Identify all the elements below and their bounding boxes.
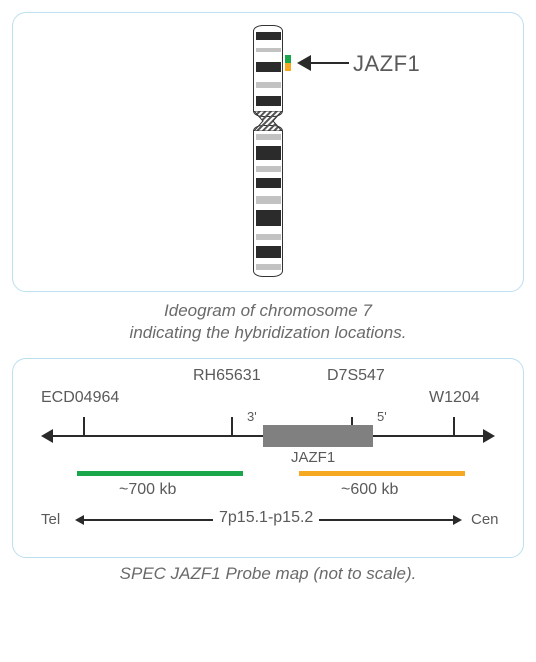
band	[256, 246, 281, 258]
ideogram-caption: Ideogram of chromosome 7 indicating the …	[12, 300, 524, 344]
tick-m4	[453, 417, 455, 435]
band	[256, 82, 281, 88]
caption-line1: Ideogram of chromosome 7	[164, 301, 372, 320]
band	[256, 210, 281, 226]
centromere	[253, 111, 283, 131]
band	[256, 146, 281, 160]
arrow-line	[309, 62, 349, 64]
band	[256, 264, 281, 270]
gene-name-under: JAZF1	[291, 449, 335, 466]
band	[256, 178, 281, 188]
prime-3: 3'	[247, 409, 257, 424]
band	[256, 196, 281, 204]
tick-m2	[231, 417, 233, 435]
probe-map-panel: ECD04964 RH65631 D7S547 W1204 3' 5' JAZF1 ~700 …	[12, 358, 524, 558]
tick-m1	[83, 417, 85, 435]
marker-ecd: ECD04964	[41, 389, 119, 407]
probe-orange-size: ~600 kb	[341, 481, 398, 499]
q-arm	[253, 125, 283, 277]
marker-d7s: D7S547	[327, 367, 385, 385]
prime-5: 5'	[377, 409, 387, 424]
locus-label: 7p15.1-p15.2	[213, 509, 319, 527]
cen-label: Cen	[471, 511, 499, 528]
cen-arrow-icon	[453, 515, 462, 525]
marker-rh: RH65631	[193, 367, 261, 385]
probe-map-caption: SPEC JAZF1 Probe map (not to scale).	[12, 564, 524, 584]
probe-orange-bar	[299, 471, 465, 476]
band	[256, 32, 281, 40]
band	[256, 48, 281, 52]
probe-green-bar	[77, 471, 243, 476]
gene-box	[263, 425, 373, 447]
caption-line2: indicating the hybridization locations.	[130, 323, 407, 342]
band	[256, 62, 281, 72]
tel-arrow-icon	[75, 515, 84, 525]
gene-label-top: JAZF1	[353, 51, 420, 77]
probe-orange-mark	[285, 63, 291, 71]
axis-arrow-right-icon	[483, 429, 495, 443]
probe-green-mark	[285, 55, 291, 63]
p-arm	[253, 25, 283, 117]
tel-label: Tel	[41, 511, 60, 528]
chromosome-7: JAZF1	[253, 25, 283, 277]
ideogram-panel: JAZF1	[12, 12, 524, 292]
band	[256, 166, 281, 172]
band	[256, 96, 281, 106]
probe-green-size: ~700 kb	[119, 481, 176, 499]
axis-arrow-left-icon	[41, 429, 53, 443]
band	[256, 134, 281, 140]
band	[256, 234, 281, 240]
marker-w: W1204	[429, 389, 480, 407]
